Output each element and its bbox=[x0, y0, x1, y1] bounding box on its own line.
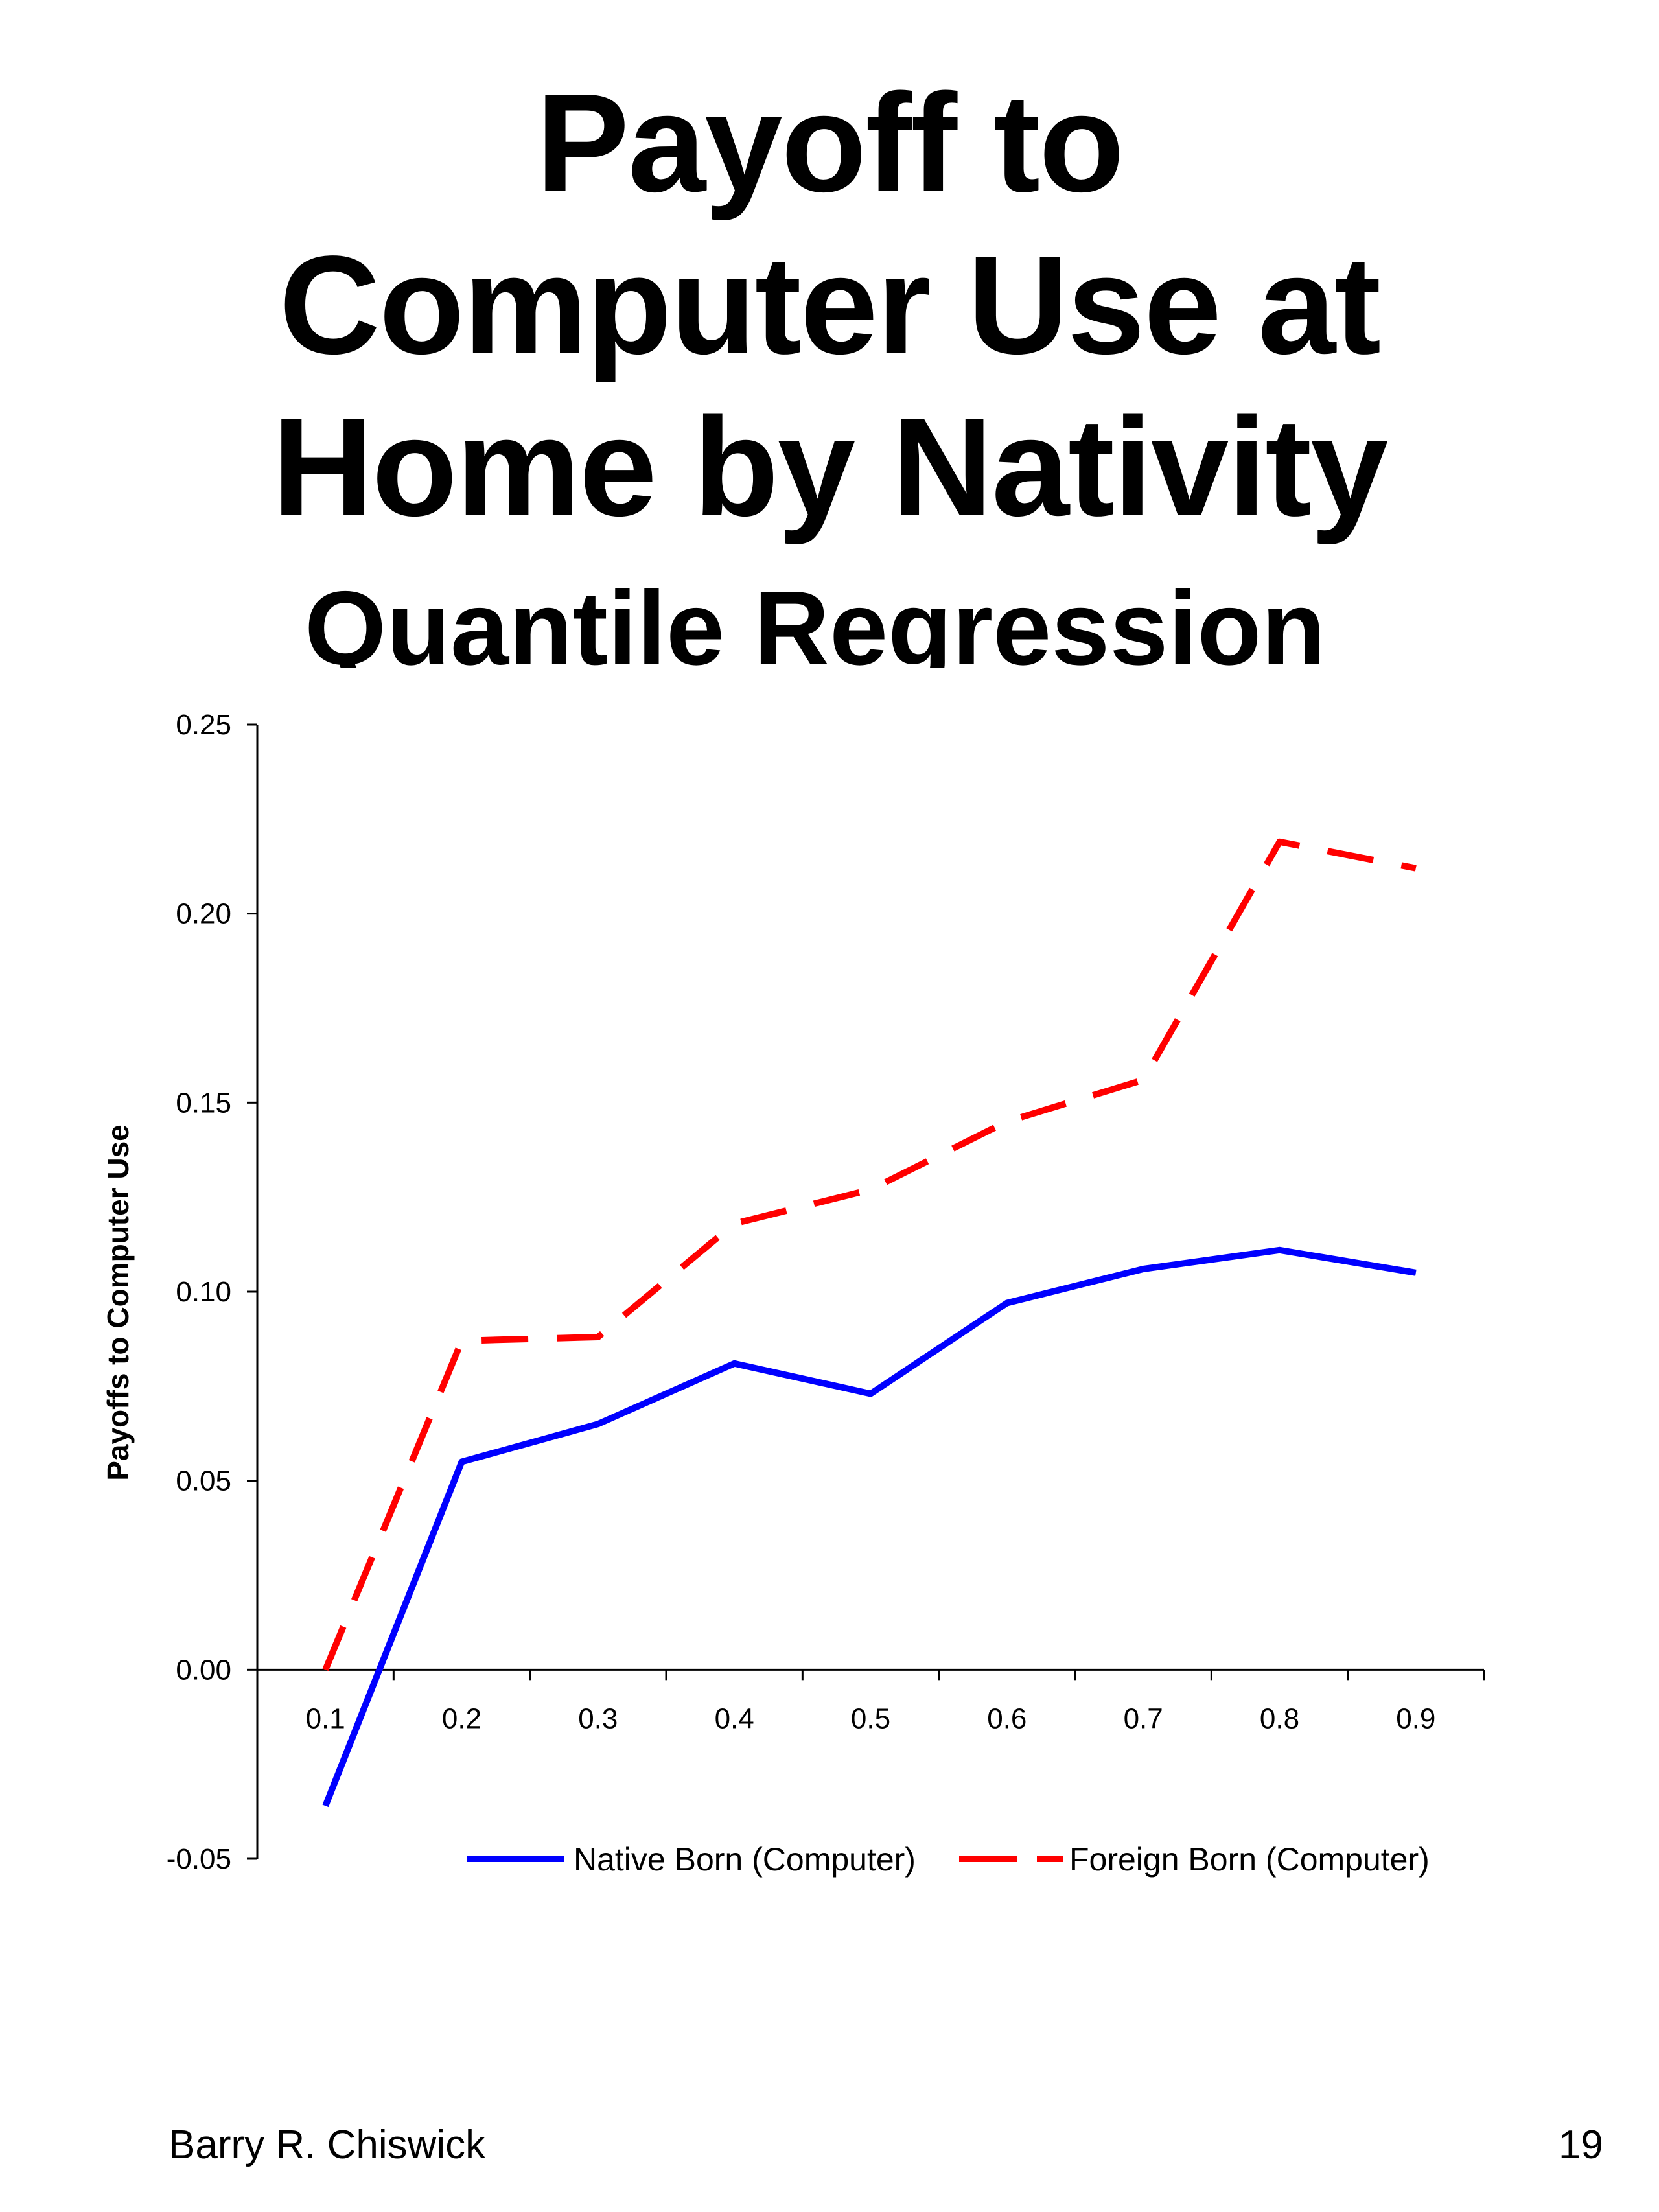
legend: Native Born (Computer) Foreign Born (Comp… bbox=[467, 1841, 1430, 1878]
legend-label: Native Born (Computer) bbox=[574, 1841, 916, 1878]
title-line-3: Home by Nativity bbox=[272, 388, 1388, 545]
footer-author: Barry R. Chiswick bbox=[168, 2123, 486, 2167]
x-tick-label: 0.5 bbox=[851, 1703, 890, 1734]
y-tick-label: 0.10 bbox=[176, 1276, 231, 1308]
legend-label: Foreign Born (Computer) bbox=[1069, 1841, 1430, 1878]
x-tick-label: 0.9 bbox=[1396, 1703, 1435, 1734]
x-tick-label: 0.7 bbox=[1124, 1703, 1163, 1734]
y-axis-label: Payoffs to Computer Use bbox=[101, 1124, 135, 1481]
y-tick-label: -0.05 bbox=[167, 1843, 231, 1875]
x-tick-label: 0.2 bbox=[442, 1703, 481, 1734]
x-axis: 0.1 0.2 0.3 0.4 0.5 0.6 0.7 0.8 0.9 bbox=[256, 1668, 1485, 1734]
slide-title: Payoff to Computer Use at Home by Nativi… bbox=[0, 62, 1659, 548]
x-tick-label: 0.8 bbox=[1260, 1703, 1299, 1734]
x-tick-label: 0.6 bbox=[987, 1703, 1027, 1734]
x-tick-label: 0.1 bbox=[306, 1703, 345, 1734]
x-tick-label: 0.4 bbox=[715, 1703, 754, 1734]
y-tick-label: 0.25 bbox=[176, 709, 231, 741]
y-tick-label: 0.20 bbox=[176, 898, 231, 930]
title-line-1: Payoff to bbox=[535, 64, 1124, 221]
x-tick-label: 0.3 bbox=[578, 1703, 618, 1734]
series-lines bbox=[322, 838, 1417, 1808]
page-number: 19 bbox=[1559, 2123, 1603, 2167]
slide-subtitle: Quantile Regression bbox=[305, 570, 1326, 668]
series-line-native-born bbox=[322, 1246, 1417, 1808]
y-tick-label: 0.05 bbox=[176, 1465, 231, 1497]
y-tick-label: 0.15 bbox=[176, 1087, 231, 1119]
title-line-2: Computer Use at bbox=[279, 226, 1381, 383]
y-tick-label: 0.00 bbox=[176, 1654, 231, 1686]
series-line-foreign-born bbox=[322, 838, 1417, 1671]
y-axis: -0.05 0.00 0.05 0.10 0.15 0.20 0.25 bbox=[167, 709, 259, 1875]
